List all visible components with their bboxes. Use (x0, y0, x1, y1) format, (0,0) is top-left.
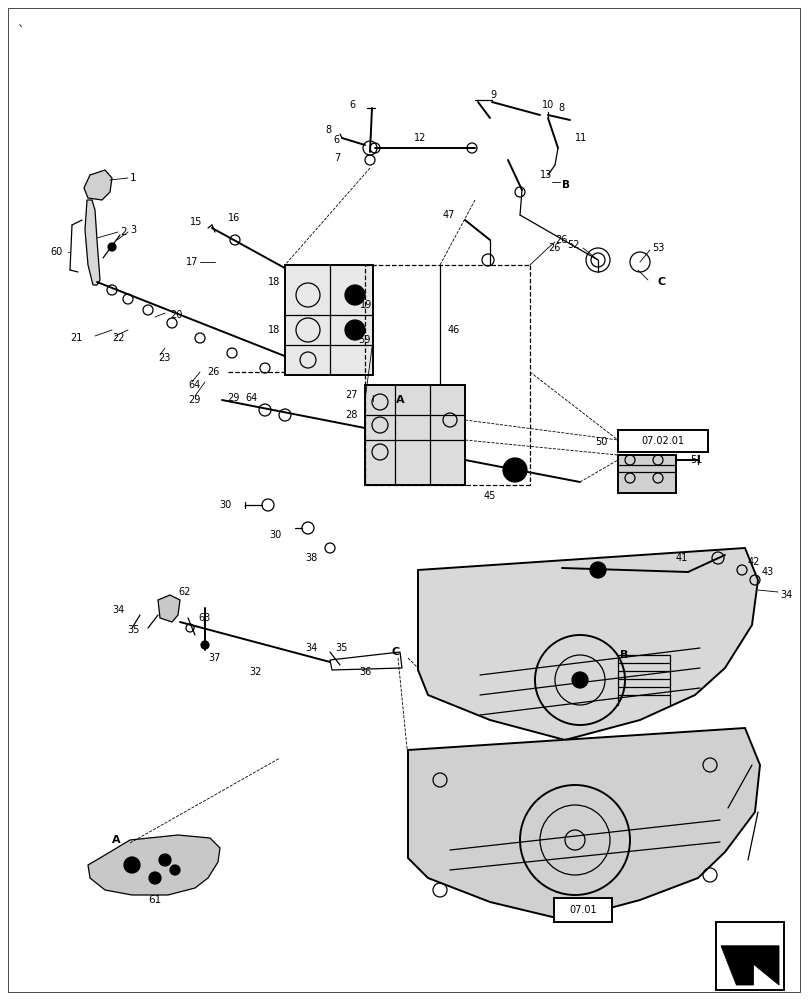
Text: 28: 28 (346, 410, 358, 420)
Text: 20: 20 (170, 310, 183, 320)
Text: 53: 53 (652, 243, 664, 253)
Text: 12: 12 (414, 133, 426, 143)
Text: 07.02.01: 07.02.01 (642, 436, 684, 446)
Text: 64: 64 (246, 393, 258, 403)
Text: 17: 17 (186, 257, 198, 267)
Text: 2: 2 (120, 227, 127, 237)
Text: 6: 6 (334, 135, 340, 145)
Text: 29: 29 (228, 393, 240, 403)
Text: C: C (658, 277, 666, 287)
Bar (618, 455, 676, 493)
Circle shape (124, 857, 140, 873)
Text: 64: 64 (188, 380, 200, 390)
Text: 46: 46 (448, 325, 461, 335)
Text: 32: 32 (249, 667, 261, 677)
Polygon shape (88, 835, 220, 895)
Text: 27: 27 (346, 390, 358, 400)
Polygon shape (85, 200, 100, 285)
Text: 10: 10 (542, 100, 554, 110)
Text: 62: 62 (178, 587, 191, 597)
Text: 37: 37 (208, 653, 221, 663)
Text: C: C (392, 647, 400, 657)
Text: 35: 35 (128, 625, 140, 635)
Text: 41: 41 (675, 553, 688, 563)
Circle shape (509, 464, 521, 476)
Bar (716, 922, 784, 990)
Text: 07.01: 07.01 (569, 905, 597, 915)
Polygon shape (418, 548, 758, 740)
Bar (618, 430, 708, 452)
Text: 19: 19 (360, 300, 372, 310)
Text: 23: 23 (158, 353, 170, 363)
Text: 51: 51 (690, 455, 702, 465)
Text: 26: 26 (208, 367, 220, 377)
Text: 50: 50 (595, 437, 608, 447)
Text: 43: 43 (762, 567, 774, 577)
Text: 21: 21 (70, 333, 83, 343)
Circle shape (503, 458, 527, 482)
Text: 45: 45 (484, 491, 496, 501)
Circle shape (108, 243, 116, 251)
Text: 7: 7 (334, 153, 340, 163)
Bar (365, 385, 465, 485)
Text: 3: 3 (130, 225, 136, 235)
Bar (554, 898, 612, 922)
Text: 8: 8 (326, 125, 332, 135)
Polygon shape (84, 170, 112, 200)
Text: 30: 30 (270, 530, 282, 540)
Text: 42: 42 (748, 557, 760, 567)
Text: 6: 6 (349, 100, 355, 110)
Text: 26: 26 (548, 243, 561, 253)
Circle shape (590, 562, 606, 578)
Text: 59: 59 (358, 335, 370, 345)
Text: `: ` (18, 25, 24, 38)
Circle shape (345, 320, 365, 340)
Text: 34: 34 (113, 605, 125, 615)
Text: 18: 18 (267, 277, 280, 287)
Text: 16: 16 (228, 213, 240, 223)
Circle shape (201, 641, 209, 649)
Circle shape (572, 672, 588, 688)
Text: 22: 22 (112, 333, 124, 343)
Text: 61: 61 (149, 895, 162, 905)
Text: 18: 18 (267, 325, 280, 335)
Text: 11: 11 (575, 133, 587, 143)
Text: 60: 60 (50, 247, 62, 257)
Circle shape (170, 865, 180, 875)
Text: 34: 34 (780, 590, 793, 600)
Polygon shape (158, 595, 180, 622)
Text: 1: 1 (130, 173, 137, 183)
Text: 30: 30 (220, 500, 232, 510)
Circle shape (149, 872, 161, 884)
Text: A: A (112, 835, 120, 845)
Circle shape (159, 854, 171, 866)
Text: I: I (371, 395, 373, 404)
Text: B: B (620, 650, 629, 660)
Text: 15: 15 (190, 217, 202, 227)
Text: 47: 47 (443, 210, 455, 220)
Text: 35: 35 (335, 643, 347, 653)
Bar (285, 265, 373, 375)
Text: 36: 36 (359, 667, 371, 677)
Text: 34: 34 (305, 643, 318, 653)
Text: 26: 26 (555, 235, 567, 245)
Text: 29: 29 (188, 395, 200, 405)
Text: A: A (396, 395, 404, 405)
Text: 8: 8 (558, 103, 564, 113)
Text: 38: 38 (305, 553, 318, 563)
Text: 52: 52 (567, 240, 580, 250)
Text: 13: 13 (540, 170, 552, 180)
Circle shape (345, 285, 365, 305)
Text: 9: 9 (490, 90, 496, 100)
Text: 63: 63 (198, 613, 210, 623)
Polygon shape (408, 728, 760, 920)
Polygon shape (721, 946, 779, 985)
Text: B: B (562, 180, 570, 190)
